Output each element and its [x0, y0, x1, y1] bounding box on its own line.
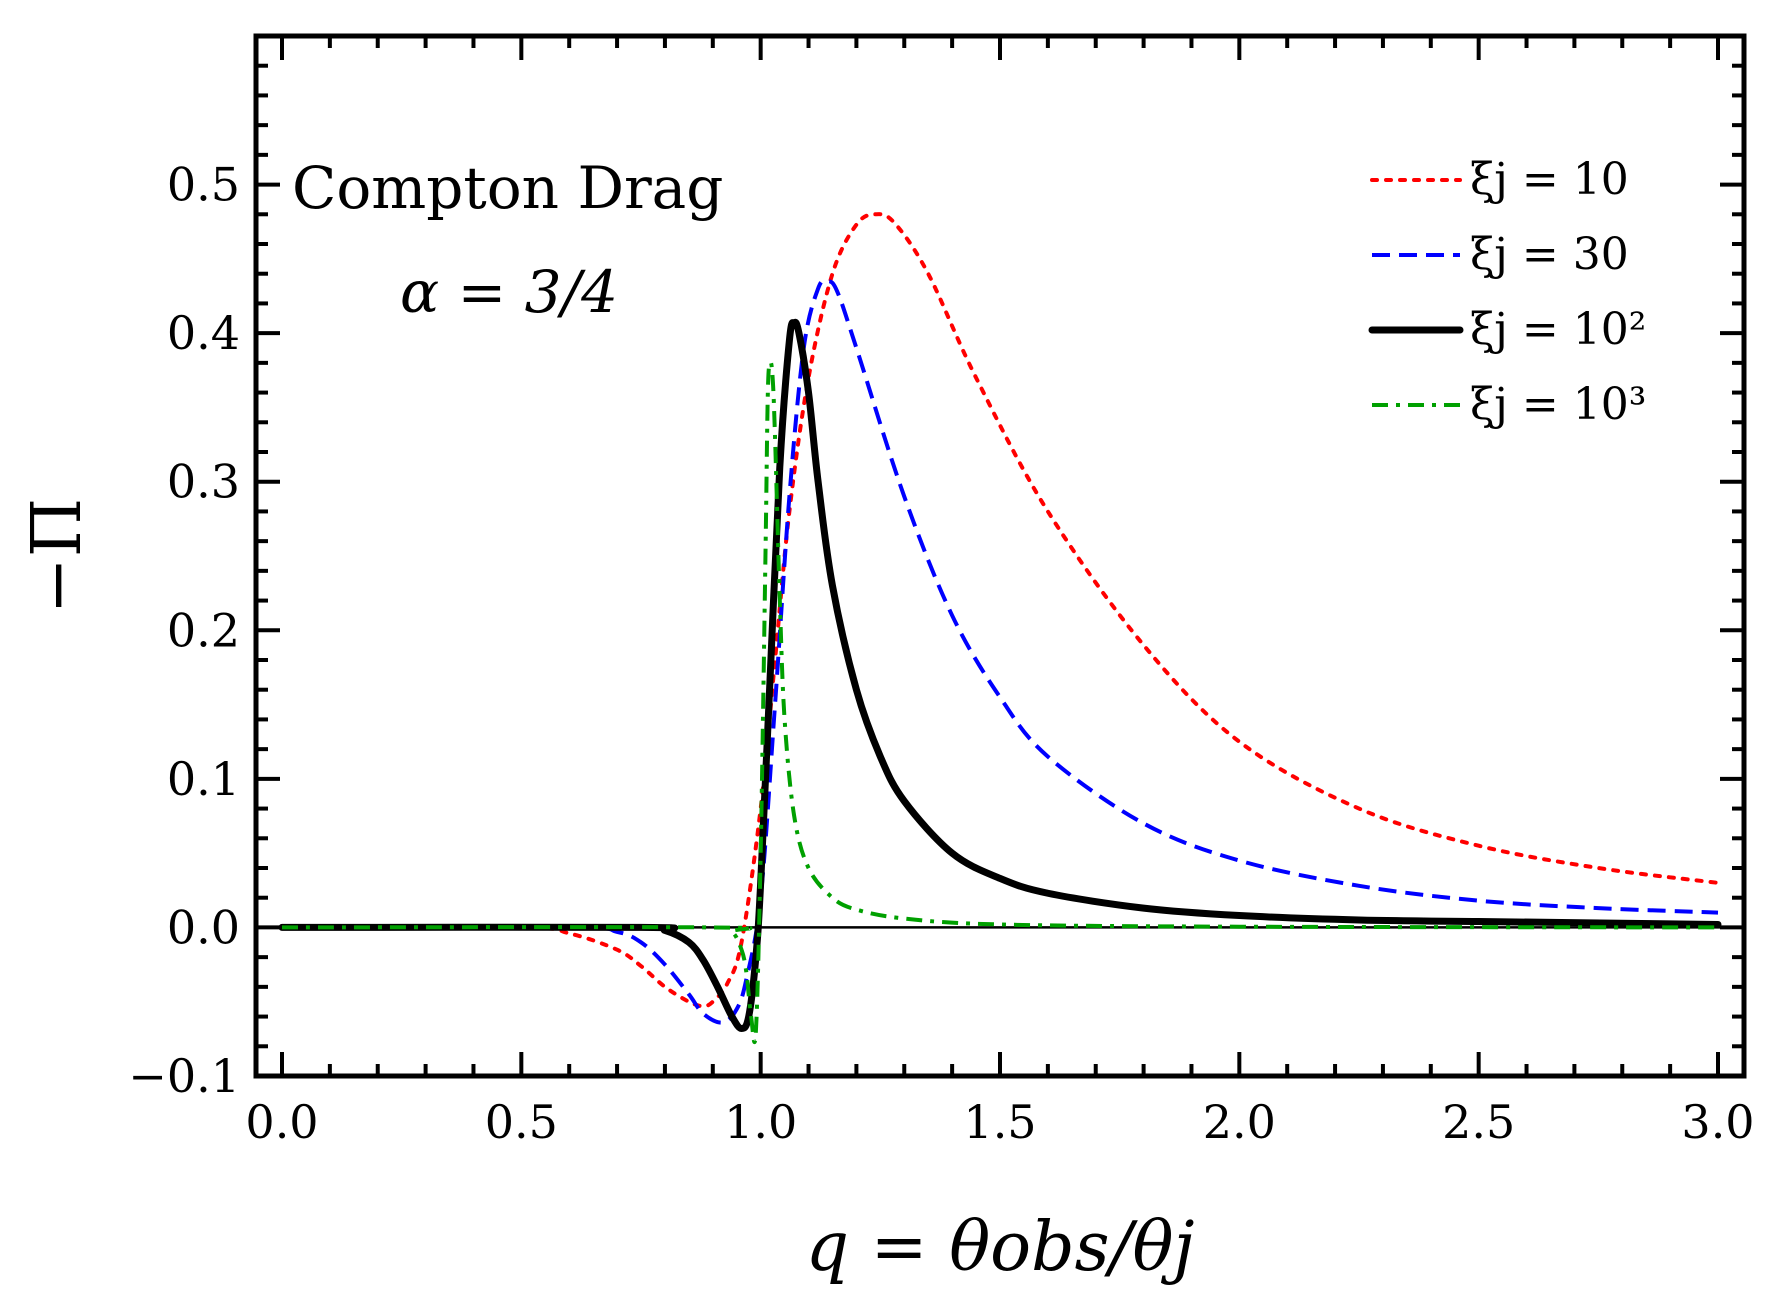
x-axis-title: q = θobs/θj — [806, 1208, 1195, 1287]
series-line-3 — [278, 318, 1722, 1032]
legend-label-2: ξj = 30 — [1470, 229, 1629, 280]
y-axis-title: −Π — [18, 498, 97, 614]
legend-label-1: ξj = 10 — [1470, 154, 1629, 205]
series-line-2 — [281, 278, 1719, 1025]
y-tick-label: 0.2 — [167, 603, 240, 657]
annotation-alpha: α = 3/4 — [400, 258, 618, 326]
series-layer — [256, 212, 1744, 1044]
x-tick-label: 3.0 — [1681, 1095, 1754, 1149]
y-tick-label: 0.5 — [167, 158, 240, 212]
ticks-layer: 0.0 0.5 1.0 1.5 2.0 2.5 3.0−0.10.00.10.20.30.4… — [128, 34, 1755, 1149]
x-tick-label: 0.0 — [245, 1095, 318, 1149]
x-tick-label: 1.5 — [963, 1095, 1036, 1149]
y-tick-label: −0.1 — [128, 1049, 240, 1103]
plot-frame — [253, 33, 1747, 1079]
series-line-1 — [280, 212, 1720, 1009]
legend: ξj = 10 ξj = 30 ξj = 10² ξj = 10³ — [1368, 154, 1646, 430]
x-tick-label: 1.0 — [724, 1095, 797, 1149]
x-tick-label: 2.5 — [1442, 1095, 1515, 1149]
legend-label-3: ξj = 10² — [1470, 304, 1646, 355]
annotation-compton-drag: Compton Drag — [292, 154, 723, 222]
y-tick-label: 0.4 — [167, 306, 240, 360]
y-tick-label: 0.1 — [167, 752, 240, 806]
y-tick-label: 0.3 — [167, 455, 240, 509]
series-line-4 — [281, 360, 1719, 1044]
legend-label-4: ξj = 10³ — [1470, 379, 1646, 430]
y-tick-label: 0.0 — [167, 900, 240, 954]
x-tick-label: 0.5 — [485, 1095, 558, 1149]
x-tick-label: 2.0 — [1203, 1095, 1276, 1149]
